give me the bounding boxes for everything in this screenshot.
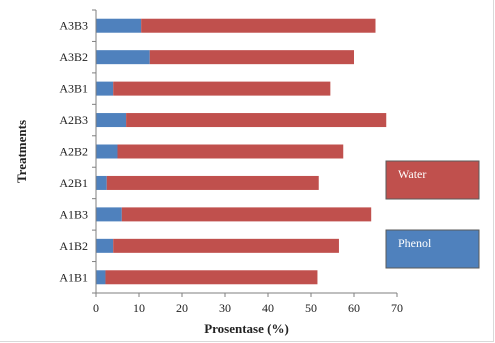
y-tick-label-a2b3: A2B3	[59, 113, 88, 127]
bar-phenol-a3b1	[96, 81, 114, 96]
x-tick-label-70: 70	[391, 301, 403, 315]
bar-phenol-a3b3	[96, 18, 142, 33]
bar-phenol-a2b2	[96, 144, 118, 159]
legend-label-phenol: Phenol	[398, 236, 432, 250]
y-tick-label-a3b3: A3B3	[59, 19, 88, 33]
x-tick-label-20: 20	[176, 301, 188, 315]
bar-phenol-a2b3	[96, 113, 127, 128]
bar-phenol-a3b2	[96, 50, 150, 65]
y-tick-label-a3b2: A3B2	[59, 50, 88, 64]
x-axis-title: Prosentase (%)	[204, 321, 289, 336]
x-ticks-group: 0 10 20 30 40 50 60 70	[93, 293, 403, 315]
y-ticks-group: A1B1 A1B2 A1B3 A2B1 A2B2 A2B3 A3B1 A3B2 A3B3	[59, 9, 96, 294]
x-tick-label-10: 10	[133, 301, 145, 315]
legend-swatch-phenol	[385, 229, 480, 269]
bars-group	[96, 18, 387, 285]
bar-phenol-a1b3	[96, 207, 122, 222]
bar-water-a3b3	[141, 18, 376, 33]
legend-label-water: Water	[398, 167, 426, 181]
bar-phenol-a1b2	[96, 238, 114, 253]
bar-phenol-a1b1	[96, 270, 106, 285]
y-tick-label-a3b1: A3B1	[59, 82, 88, 96]
y-tick-label-a1b1: A1B1	[59, 270, 88, 284]
bar-water-a1b3	[121, 207, 372, 222]
y-tick-label-a1b2: A1B2	[59, 239, 88, 253]
axes-group	[95, 10, 397, 294]
x-tick-label-60: 60	[348, 301, 360, 315]
bar-water-a1b1	[105, 270, 318, 285]
bar-phenol-a2b1	[96, 175, 107, 190]
y-tick-label-a2b1: A2B1	[59, 176, 88, 190]
bar-water-a3b2	[149, 50, 354, 65]
legend-swatch-water	[385, 160, 480, 200]
y-tick-label-a2b2: A2B2	[59, 145, 88, 159]
bar-water-a1b2	[113, 238, 339, 253]
bar-water-a3b1	[113, 81, 331, 96]
y-tick-label-a1b3: A1B3	[59, 207, 88, 221]
bar-water-a2b2	[117, 144, 344, 159]
legend: Water Phenol	[385, 160, 480, 269]
x-tick-label-30: 30	[219, 301, 231, 315]
x-tick-label-50: 50	[305, 301, 317, 315]
x-tick-label-0: 0	[93, 301, 99, 315]
bar-water-a2b3	[126, 113, 387, 128]
x-tick-label-40: 40	[262, 301, 274, 315]
y-axis-title: Treatments	[14, 120, 29, 183]
bar-water-a2b1	[106, 175, 319, 190]
